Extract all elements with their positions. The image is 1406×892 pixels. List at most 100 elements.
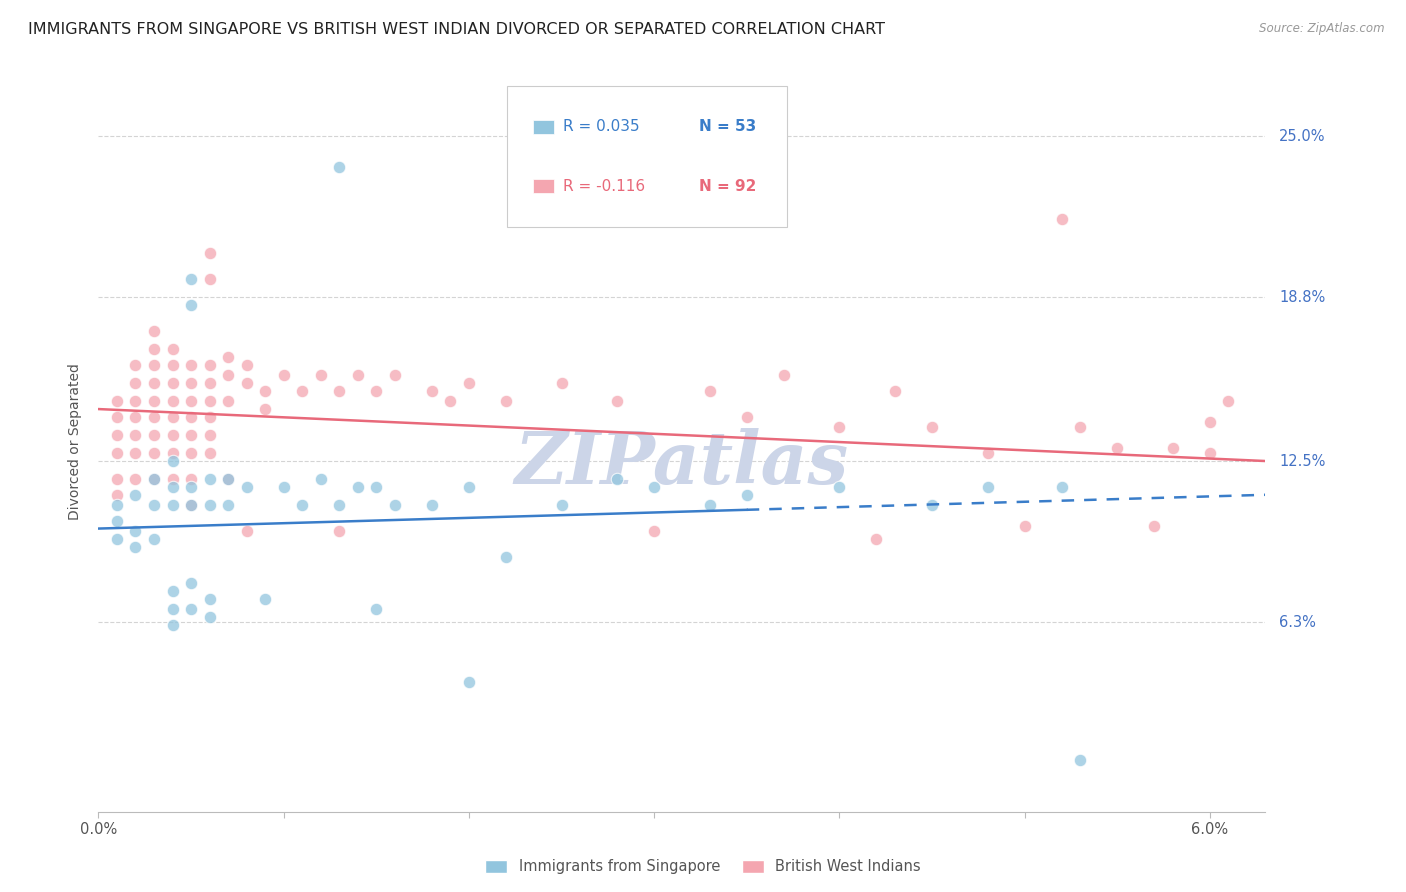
Point <box>105 488 128 502</box>
Text: 12.5%: 12.5% <box>1279 453 1326 468</box>
Point <box>143 358 166 372</box>
Point <box>143 446 166 460</box>
Point <box>606 472 628 486</box>
Point <box>198 428 221 442</box>
Point <box>254 384 277 398</box>
Point <box>162 409 184 424</box>
Point <box>1161 441 1184 455</box>
Point <box>162 394 184 409</box>
Point <box>217 350 239 364</box>
Point <box>273 368 295 383</box>
Point <box>105 428 128 442</box>
Point <box>643 524 665 538</box>
Point <box>105 409 128 424</box>
Point <box>143 498 166 512</box>
Point <box>235 358 257 372</box>
Point <box>235 376 257 390</box>
Point <box>291 498 314 512</box>
Point <box>180 576 202 591</box>
Point <box>124 472 146 486</box>
Point <box>828 480 851 494</box>
Point <box>921 498 943 512</box>
Point <box>162 446 184 460</box>
Point <box>143 343 166 357</box>
Text: N = 53: N = 53 <box>699 120 756 135</box>
Point <box>143 324 166 338</box>
Point <box>124 394 146 409</box>
Point <box>235 480 257 494</box>
Point <box>772 368 794 383</box>
Point <box>124 358 146 372</box>
Point <box>1218 394 1240 409</box>
Point <box>162 498 184 512</box>
Point <box>1107 441 1129 455</box>
Point <box>180 358 202 372</box>
Text: R = 0.035: R = 0.035 <box>562 120 640 135</box>
Point <box>550 376 572 390</box>
Point <box>1050 480 1073 494</box>
Text: 6.3%: 6.3% <box>1279 615 1316 630</box>
Point <box>384 498 406 512</box>
Point <box>217 394 239 409</box>
Point <box>162 343 184 357</box>
Point <box>346 368 368 383</box>
Point <box>198 472 221 486</box>
Point <box>1069 420 1091 434</box>
Point <box>162 617 184 632</box>
Point <box>420 498 443 512</box>
Point <box>328 161 350 175</box>
Point <box>124 488 146 502</box>
Point <box>328 384 350 398</box>
Point <box>1069 753 1091 767</box>
Point <box>495 550 517 565</box>
Point <box>143 394 166 409</box>
Point <box>198 498 221 512</box>
Point <box>105 514 128 528</box>
Point <box>162 583 184 598</box>
Point <box>143 472 166 486</box>
Point <box>1014 519 1036 533</box>
Point <box>976 446 998 460</box>
Text: ZIPatlas: ZIPatlas <box>515 428 849 500</box>
Point <box>1198 415 1220 429</box>
Legend: Immigrants from Singapore, British West Indians: Immigrants from Singapore, British West … <box>479 854 927 880</box>
Point <box>180 446 202 460</box>
Point <box>162 602 184 616</box>
Point <box>976 480 998 494</box>
Point <box>105 498 128 512</box>
Point <box>105 446 128 460</box>
Point <box>643 480 665 494</box>
Point <box>180 472 202 486</box>
Text: 18.8%: 18.8% <box>1279 290 1326 305</box>
Point <box>457 480 479 494</box>
Point <box>143 409 166 424</box>
Point <box>254 402 277 417</box>
Point <box>198 376 221 390</box>
Point <box>699 498 721 512</box>
Point <box>457 376 479 390</box>
Point <box>828 420 851 434</box>
Point <box>606 394 628 409</box>
Point <box>124 540 146 554</box>
Point <box>346 480 368 494</box>
Point <box>162 428 184 442</box>
Point <box>254 591 277 606</box>
Point <box>457 674 479 689</box>
Point <box>180 480 202 494</box>
Point <box>309 368 332 383</box>
Point <box>180 272 202 286</box>
Point <box>143 472 166 486</box>
Point <box>198 246 221 260</box>
Point <box>1143 519 1166 533</box>
Point <box>180 394 202 409</box>
Point <box>384 368 406 383</box>
Point <box>273 480 295 494</box>
Point <box>162 480 184 494</box>
Point <box>124 446 146 460</box>
FancyBboxPatch shape <box>533 120 554 134</box>
Point <box>550 498 572 512</box>
Point <box>439 394 461 409</box>
Point <box>291 384 314 398</box>
Point <box>180 428 202 442</box>
Point <box>105 394 128 409</box>
